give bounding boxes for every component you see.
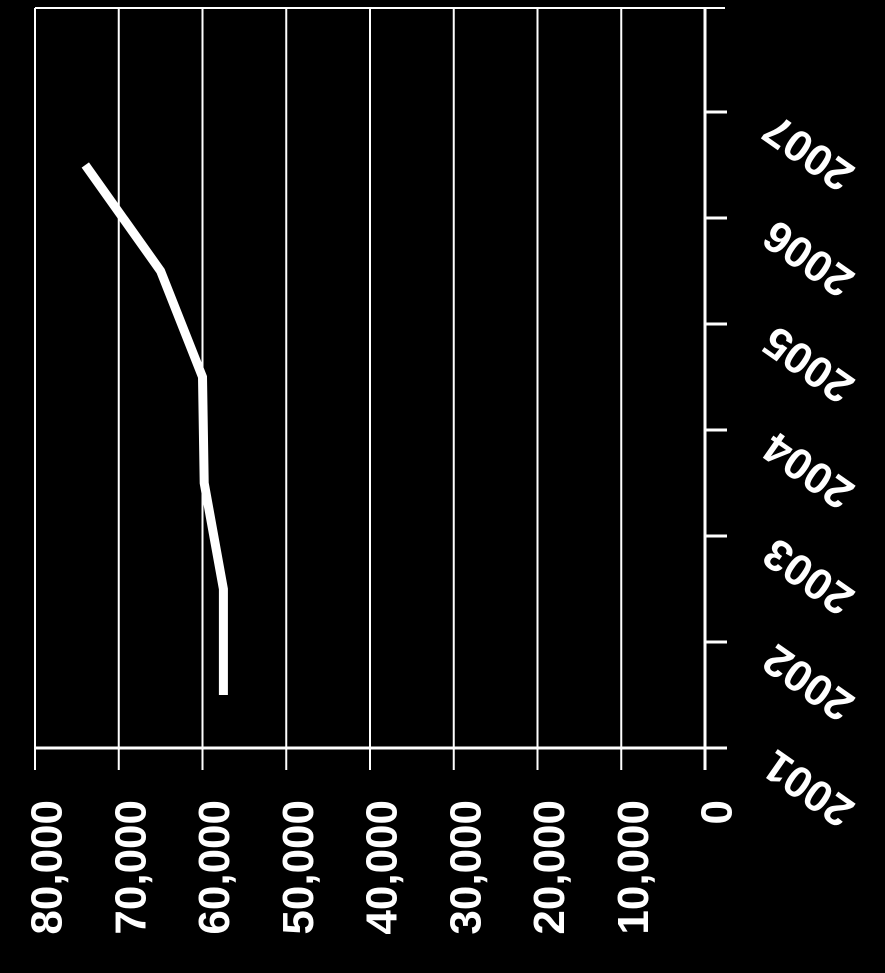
y-tick-labels: 0 10,000 20,000 30,000 40,000 50,000 60,000 70,… — [23, 800, 742, 935]
y-tick-label: 50,000 — [274, 800, 323, 935]
y-tick-label: 40,000 — [358, 800, 407, 935]
y-tick-label: 70,000 — [106, 800, 155, 935]
y-tick-label: 20,000 — [525, 800, 574, 935]
series-line — [81, 162, 228, 695]
series-layer — [81, 162, 228, 695]
y-tick-label: 80,000 — [23, 800, 72, 935]
y-tick-label: 10,000 — [609, 800, 658, 935]
axes — [35, 7, 727, 770]
y-tick-label: 0 — [693, 800, 742, 824]
y-tick-label: 60,000 — [190, 800, 239, 935]
y-tick-label: 30,000 — [441, 800, 490, 935]
